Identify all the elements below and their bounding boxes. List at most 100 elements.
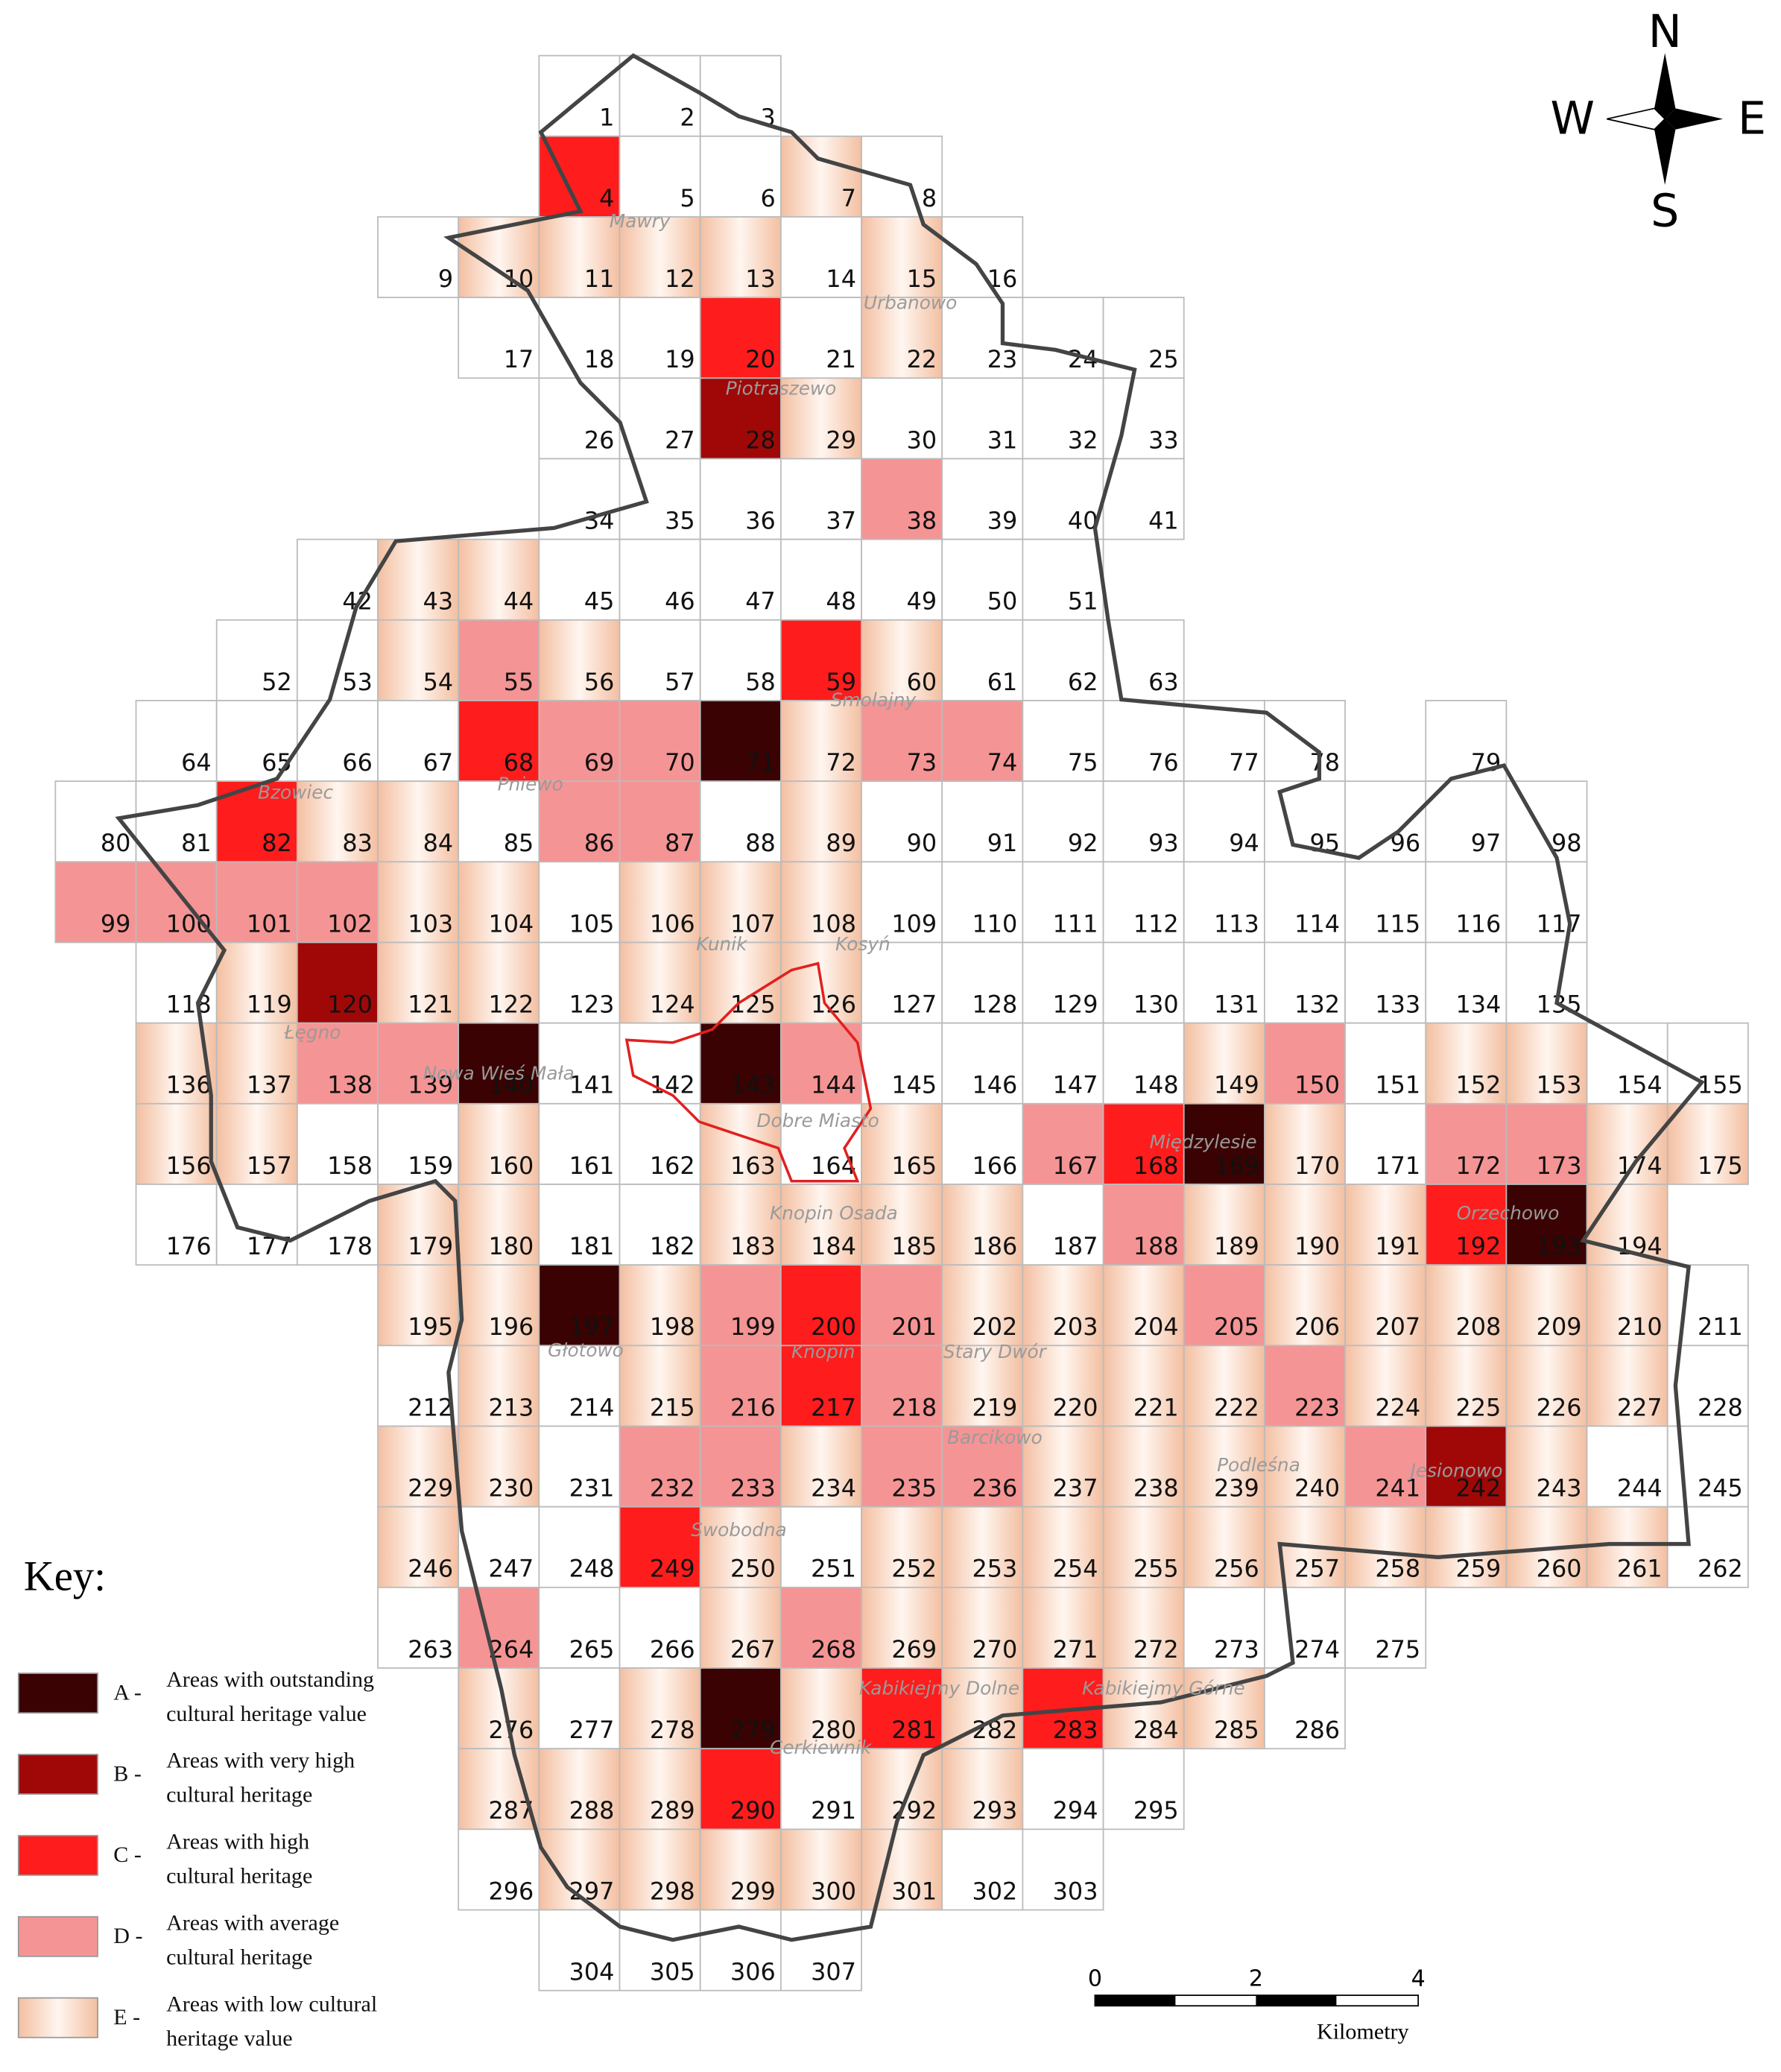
grid-cell: [538, 1102, 621, 1185]
grid-cell: [296, 1184, 379, 1266]
place-name: Międzylesie: [1150, 1131, 1257, 1152]
grid-cell: [538, 1184, 621, 1266]
cell-number: 230: [488, 1474, 534, 1503]
cell-number: 58: [745, 668, 776, 696]
key-letter: A -: [113, 1679, 142, 1705]
cell-number: 299: [730, 1877, 776, 1905]
grid-cell: [1586, 1022, 1668, 1105]
cell-number: 191: [1375, 1232, 1420, 1260]
cell-number: 117: [1537, 909, 1582, 938]
cell-number: 72: [826, 748, 856, 777]
cell-number: 143: [730, 1071, 776, 1099]
place-name: Łęgno: [284, 1022, 341, 1043]
grid-cell: [1425, 941, 1508, 1024]
grid-cell: [1666, 1506, 1749, 1588]
grid-cell: [377, 1264, 460, 1347]
grid-cell: [296, 700, 379, 783]
cell-number: 26: [584, 426, 615, 454]
cell-number: 63: [1148, 668, 1179, 696]
cell-number: 151: [1375, 1071, 1420, 1099]
place-name: Mawry: [610, 210, 671, 232]
grid-cell: [1022, 1022, 1104, 1105]
cell-number: 33: [1148, 426, 1179, 454]
grid-cell: [779, 1506, 862, 1588]
cell-number: 50: [987, 587, 1018, 616]
cell-number: 137: [247, 1071, 292, 1099]
cell-number: 222: [1214, 1393, 1259, 1421]
cell-number: 251: [811, 1555, 856, 1583]
grid-cell: [54, 861, 137, 944]
grid-cell: [1344, 861, 1427, 944]
cell-number: 69: [584, 748, 615, 777]
compass-n: N: [1648, 6, 1682, 58]
grid-cell: [699, 780, 782, 863]
cell-number: 23: [987, 345, 1018, 373]
grid-cell: [1344, 1506, 1427, 1588]
cell-number: 145: [891, 1071, 937, 1099]
cell-number: 103: [408, 909, 453, 938]
cell-number: 248: [569, 1555, 615, 1583]
cell-number: 246: [408, 1555, 453, 1583]
cell-number: 160: [488, 1152, 534, 1180]
scale-tick: 0: [1088, 1966, 1102, 1992]
cell-number: 62: [1068, 668, 1098, 696]
key-letter: E -: [113, 2004, 140, 2030]
grid-cell: [1425, 1264, 1508, 1347]
cell-number: 90: [907, 829, 937, 857]
grid-cell: [1264, 1022, 1346, 1105]
grid-cell: [377, 1586, 460, 1669]
cell-number: 224: [1375, 1393, 1420, 1421]
cell-number: 180: [488, 1232, 534, 1260]
key-text: cultural heritage: [166, 1863, 312, 1889]
grid-cell: [296, 1022, 379, 1105]
grid-cell: [1264, 1425, 1346, 1508]
place-name: Urbanowo: [864, 292, 957, 314]
grid-cell: [1344, 1022, 1427, 1105]
place-name: Kosyń: [835, 933, 890, 955]
key-swatch: [17, 1673, 98, 1714]
cell-number: 189: [1214, 1232, 1259, 1260]
cell-number: 102: [327, 909, 373, 938]
cell-number: 278: [650, 1716, 695, 1744]
grid-cell: [779, 780, 862, 863]
grid-cell: [861, 700, 943, 783]
key-text: Areas with high: [166, 1829, 309, 1854]
place-name: Swobodna: [691, 1519, 787, 1541]
cell-number: 203: [1053, 1313, 1098, 1341]
cell-number: 20: [745, 345, 776, 373]
grid-cell: [699, 538, 782, 621]
cell-number: 184: [811, 1232, 856, 1260]
cell-number: 43: [423, 587, 454, 616]
grid-cell: [1666, 1022, 1749, 1105]
key-text: Areas with low cultural: [166, 1991, 377, 2016]
cell-number: 167: [1053, 1152, 1098, 1180]
grid-cell: [861, 1667, 943, 1750]
cell-number: 113: [1214, 909, 1259, 938]
grid-cell: [1264, 1264, 1346, 1347]
cell-number: 239: [1214, 1474, 1259, 1503]
cell-number: 186: [972, 1232, 1017, 1260]
cell-number: 123: [569, 990, 615, 1018]
grid-cell: [1102, 1022, 1185, 1105]
cell-number: 4: [599, 184, 614, 212]
cell-number: 76: [1148, 748, 1179, 777]
grid-cell: [135, 861, 218, 944]
grid-cell: [538, 700, 621, 783]
cell-number: 25: [1148, 345, 1179, 373]
compass: N E S W: [1551, 6, 1767, 238]
cell-number: 163: [730, 1152, 776, 1180]
grid-cell: [779, 538, 862, 621]
grid-cell: [1586, 1264, 1668, 1347]
grid-cell: [861, 1425, 943, 1508]
grid-cell: [941, 700, 1024, 783]
grid-cell: [941, 780, 1024, 863]
cell-number: 32: [1068, 426, 1098, 454]
cell-number: 185: [891, 1232, 937, 1260]
cell-number: 289: [650, 1796, 695, 1825]
cell-number: 192: [1456, 1232, 1502, 1260]
cell-number: 207: [1375, 1313, 1420, 1341]
cell-number: 302: [972, 1877, 1017, 1905]
cell-number: 111: [1053, 909, 1098, 938]
grid-cell: [779, 1909, 862, 1992]
grid-cell: [538, 1586, 621, 1669]
